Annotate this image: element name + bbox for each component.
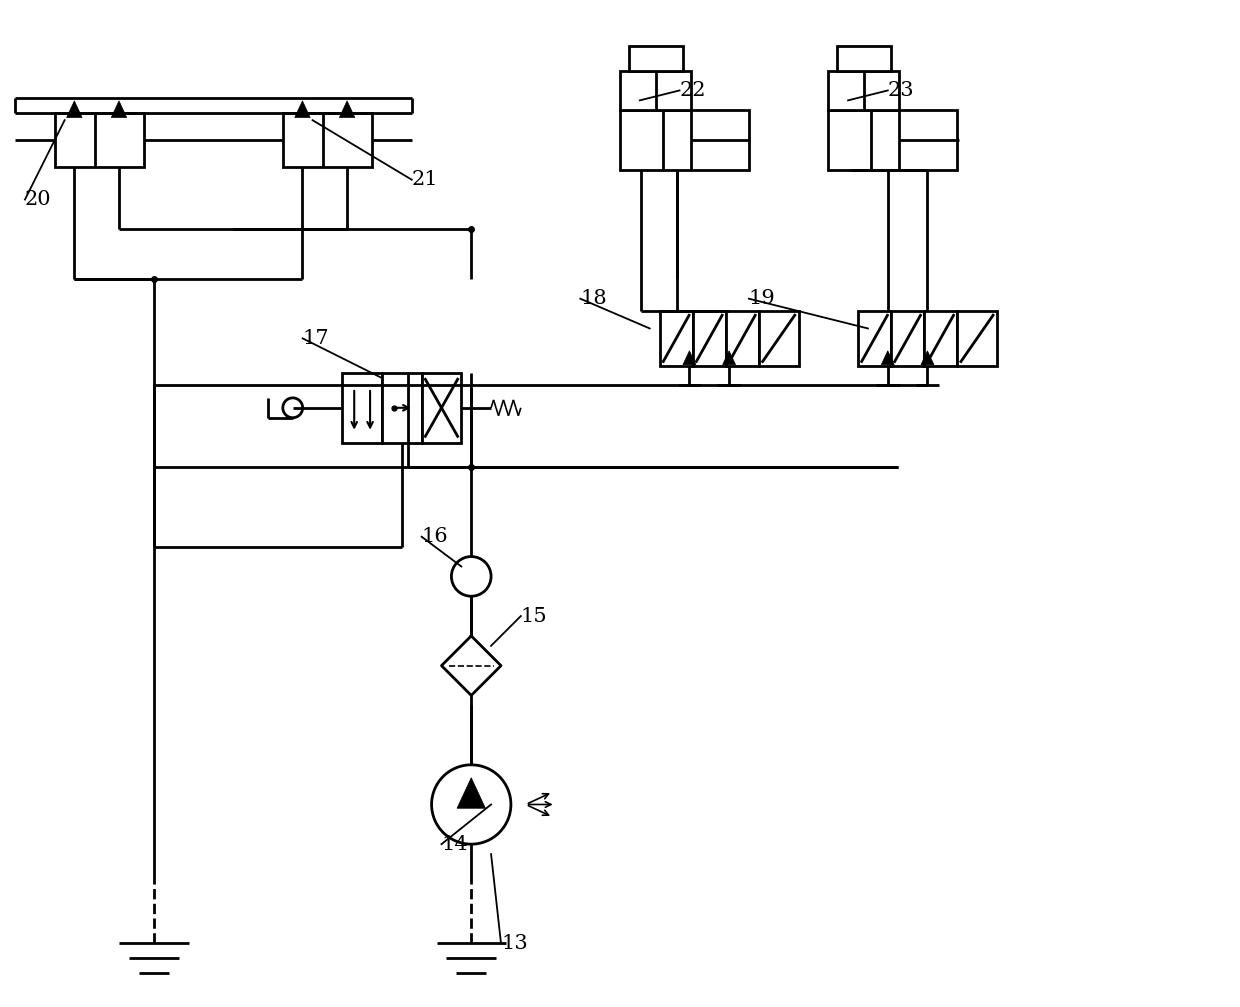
- Bar: [725, 311, 759, 366]
- Bar: [759, 311, 799, 366]
- Bar: [837, 46, 892, 70]
- Bar: [660, 311, 693, 366]
- Bar: [957, 311, 997, 366]
- Text: 23: 23: [888, 81, 914, 100]
- Bar: [422, 373, 461, 442]
- Bar: [283, 113, 372, 167]
- Circle shape: [283, 398, 303, 418]
- Polygon shape: [458, 777, 485, 809]
- Text: 20: 20: [25, 190, 52, 209]
- Bar: [342, 373, 382, 442]
- Text: 14: 14: [441, 835, 469, 854]
- Circle shape: [432, 765, 511, 844]
- Polygon shape: [683, 350, 696, 365]
- Bar: [620, 111, 749, 170]
- Text: 18: 18: [580, 289, 606, 308]
- Bar: [382, 373, 422, 442]
- Polygon shape: [112, 101, 126, 118]
- Text: 15: 15: [521, 606, 547, 625]
- Polygon shape: [723, 350, 735, 365]
- Bar: [620, 70, 691, 111]
- Bar: [55, 113, 144, 167]
- Polygon shape: [921, 350, 934, 365]
- Polygon shape: [340, 101, 355, 118]
- Bar: [693, 311, 725, 366]
- Bar: [828, 70, 899, 111]
- Bar: [892, 311, 924, 366]
- Polygon shape: [67, 101, 82, 118]
- Text: 16: 16: [422, 528, 449, 546]
- Text: 17: 17: [303, 329, 330, 347]
- Text: 21: 21: [412, 170, 439, 189]
- Bar: [629, 46, 683, 70]
- Text: 22: 22: [680, 81, 706, 100]
- Bar: [924, 311, 957, 366]
- Bar: [828, 111, 957, 170]
- Text: 19: 19: [749, 289, 776, 308]
- Circle shape: [451, 557, 491, 596]
- Bar: [858, 311, 892, 366]
- Polygon shape: [295, 101, 310, 118]
- Polygon shape: [882, 350, 894, 365]
- Text: 13: 13: [501, 933, 528, 953]
